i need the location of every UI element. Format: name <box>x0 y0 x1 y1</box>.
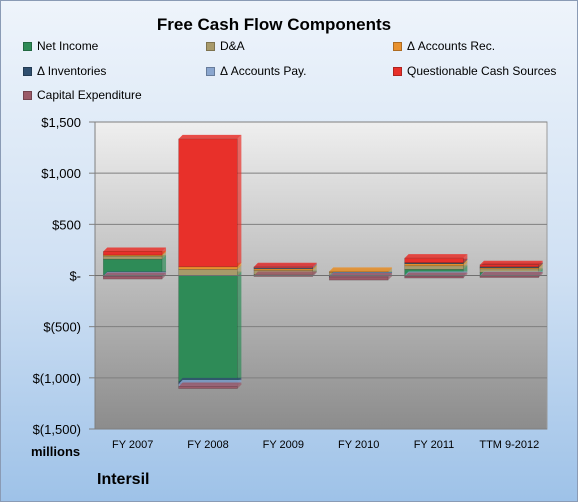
legend-label: D&A <box>220 39 245 53</box>
bar-segment <box>178 386 238 389</box>
bar-segment <box>253 266 314 269</box>
legend-swatch <box>393 41 402 51</box>
bar-side <box>463 259 468 266</box>
bar-side <box>312 264 317 271</box>
legend-label: Δ Inventories <box>37 64 107 78</box>
bar-side <box>463 261 468 270</box>
legend-label: Questionable Cash Sources <box>407 64 557 78</box>
y-tick-label: $1,500 <box>41 115 81 130</box>
bar-segment <box>102 276 163 280</box>
legend-item: D&A <box>206 39 245 53</box>
legend-swatch <box>23 66 32 76</box>
bar-side <box>237 134 242 267</box>
legend-item: Δ Accounts Pay. <box>206 64 307 78</box>
bar-side <box>162 252 167 260</box>
bar-segment <box>102 255 163 260</box>
bar-top <box>178 382 242 387</box>
bar-top <box>404 254 468 259</box>
y-tick-label: $- <box>69 269 81 284</box>
legend-label: Net Income <box>37 39 99 53</box>
bar-side <box>237 382 242 389</box>
bar-side <box>237 265 242 276</box>
legend-label: Capital Expenditure <box>37 88 142 102</box>
legend-item: Δ Accounts Rec. <box>393 39 495 53</box>
y-tick-label: $(1,500) <box>33 422 81 437</box>
bar-segment <box>479 275 540 278</box>
bar-top <box>253 271 317 276</box>
legend-item: Capital Expenditure <box>23 88 142 102</box>
y-tick-label: $(500) <box>43 320 81 335</box>
units-label: millions <box>31 444 81 459</box>
bar-side <box>388 273 393 281</box>
bar-segment <box>178 275 238 383</box>
x-tick-label: FY 2009 <box>263 439 304 451</box>
x-tick-label: FY 2008 <box>187 439 228 451</box>
legend-swatch <box>23 41 32 51</box>
bar-side <box>312 262 317 268</box>
company-label: Intersil <box>97 471 150 488</box>
x-tick-label: FY 2007 <box>112 439 153 451</box>
legend-label: Δ Accounts Pay. <box>220 64 307 78</box>
legend-item: Net Income <box>23 39 98 53</box>
bar-side <box>162 247 167 256</box>
bar-segment <box>178 269 238 276</box>
bar-side <box>538 260 543 267</box>
bar-side <box>538 264 543 273</box>
bar-top <box>479 260 543 265</box>
bar-segment <box>102 254 163 257</box>
bar-segment <box>178 266 238 270</box>
bar-side <box>463 258 468 264</box>
legend-label: Δ Accounts Rec. <box>407 39 496 53</box>
legend-swatch <box>206 66 215 76</box>
chart-title: Free Cash Flow Components <box>156 15 392 34</box>
bar-side <box>237 262 242 270</box>
y-tick-label: $(1,000) <box>33 371 81 386</box>
bar-segment <box>404 265 464 270</box>
bar-segment <box>404 257 464 264</box>
bar-segment <box>328 276 389 281</box>
bar-side <box>162 255 167 276</box>
y-tick-label: $500 <box>52 217 81 232</box>
bar-side <box>538 272 543 278</box>
bar-side <box>538 262 543 268</box>
legend-swatch <box>393 66 402 76</box>
legend-item: Questionable Cash Sources <box>393 64 556 78</box>
bar-segment <box>178 138 238 268</box>
bar-side <box>237 271 242 382</box>
bar-segment <box>404 263 464 267</box>
x-tick-label: FY 2011 <box>414 439 455 451</box>
bar-top <box>178 134 242 139</box>
bar-segment <box>102 251 163 256</box>
bar-segment <box>479 264 540 268</box>
bar-side <box>463 254 468 263</box>
bar-segment <box>404 276 464 279</box>
x-tick-label: FY 2010 <box>338 439 379 451</box>
bar-side <box>162 251 167 257</box>
x-tick-label: TTM 9-2012 <box>479 439 539 451</box>
legend-item: Δ Inventories <box>23 64 106 78</box>
y-tick-label: $1,000 <box>41 166 81 181</box>
bar-top <box>253 262 317 267</box>
bar-top <box>103 247 167 252</box>
legend-swatch <box>23 90 32 100</box>
legend-swatch <box>206 41 215 51</box>
bar-top <box>329 267 393 272</box>
bar-side <box>388 267 393 273</box>
